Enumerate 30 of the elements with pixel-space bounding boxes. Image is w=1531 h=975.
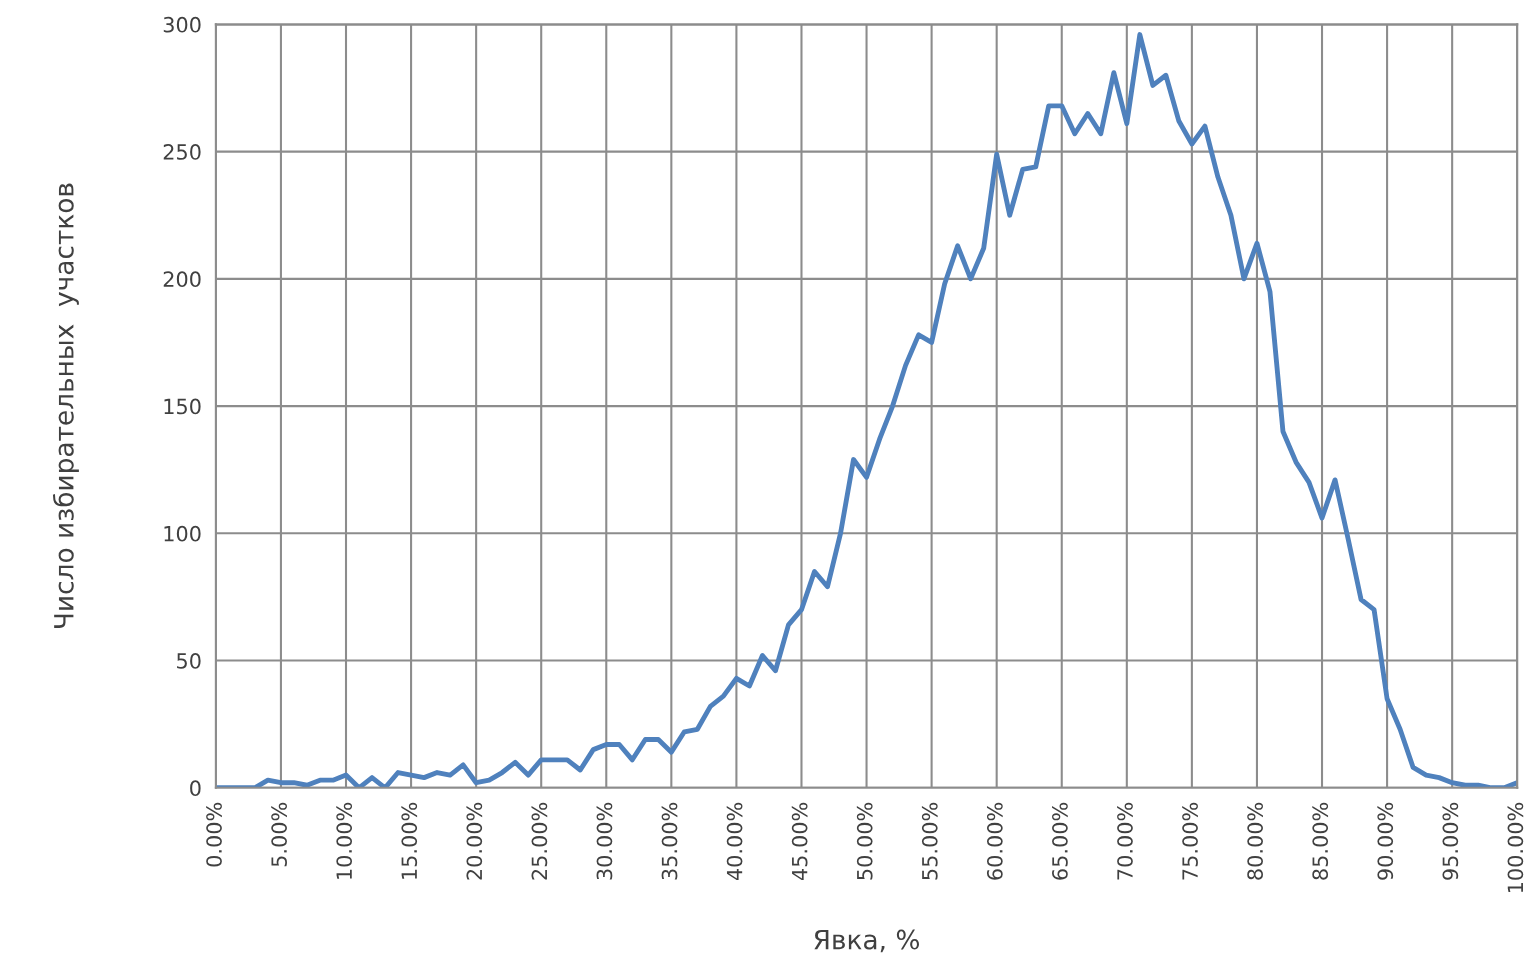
- x-tick-label: 10.00%: [336, 802, 353, 879]
- x-tick-label: 15.00%: [401, 802, 418, 879]
- y-tick-label: 250: [163, 144, 201, 160]
- x-tick-label: 55.00%: [921, 802, 938, 880]
- x-tick-label: 20.00%: [466, 802, 483, 880]
- y-tick-label: 50: [177, 653, 201, 669]
- y-axis-title: Число избирательных участков: [52, 183, 79, 628]
- x-tick-label: 70.00%: [1117, 802, 1133, 880]
- x-tick-label: 30.00%: [596, 802, 613, 880]
- x-tick-label: 35.00%: [661, 802, 678, 880]
- y-tick-label: 200: [163, 271, 201, 288]
- x-tick-label: 85.00%: [1312, 802, 1329, 880]
- x-tick-label: 0.00%: [206, 802, 222, 867]
- y-tick-label: 100: [164, 525, 201, 542]
- x-tick-label: 25.00%: [531, 802, 548, 880]
- x-tick-label: 100.00%: [1507, 802, 1524, 893]
- x-tick-label: 95.00%: [1442, 802, 1459, 880]
- x-tick-label: 5.00%: [271, 802, 287, 867]
- x-tick-label: 65.00%: [1052, 802, 1068, 880]
- x-tick-label: 50.00%: [856, 802, 873, 880]
- x-tick-label: 60.00%: [986, 802, 1003, 880]
- x-tick-label: 75.00%: [1182, 802, 1198, 880]
- x-tick-label: 40.00%: [726, 802, 743, 881]
- x-tick-label: 90.00%: [1377, 802, 1394, 880]
- y-tick-label: 300: [163, 16, 201, 33]
- y-tick-label: 0: [190, 780, 201, 797]
- y-tick-label: 150: [164, 398, 201, 415]
- x-axis-title: Явка, %: [814, 929, 920, 953]
- x-tick-label: 80.00%: [1247, 802, 1263, 880]
- x-tick-label: 45.00%: [791, 802, 808, 881]
